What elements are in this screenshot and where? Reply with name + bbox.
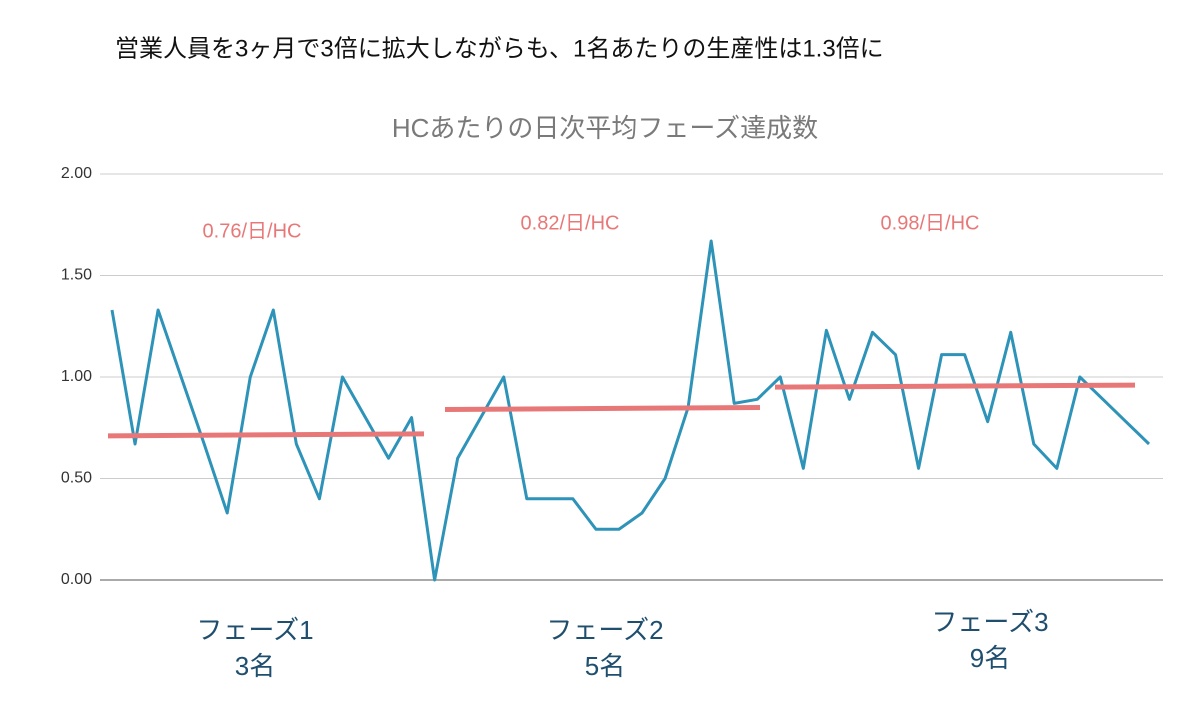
trend-line [107, 431, 425, 439]
rate-label: 0.76/日/HC [203, 220, 302, 242]
y-tick-label: 2.00 [61, 165, 92, 182]
rate-label: 0.82/日/HC [521, 212, 620, 234]
y-tick-label: 0.00 [61, 571, 92, 588]
chart-title: HCあたりの日次平均フェーズ達成数 [392, 113, 818, 143]
phase-name: フェーズ2 [546, 615, 663, 645]
phase-headcount: 3名 [235, 651, 275, 681]
y-tick-label: 1.00 [61, 368, 92, 385]
y-tick-label: 0.50 [61, 470, 92, 487]
phase-headcount: 9名 [970, 643, 1010, 673]
y-tick-label: 1.50 [61, 267, 92, 284]
headline: 営業人員を3ヶ月で3倍に拡大しながらも、1名あたりの生産性は1.3倍に [115, 35, 884, 62]
phase-name: フェーズ1 [196, 615, 313, 645]
phase-name: フェーズ3 [931, 607, 1048, 637]
trend-line [774, 382, 1136, 390]
phase-headcount: 5名 [585, 651, 625, 681]
trend-line [444, 404, 761, 412]
rate-label: 0.98/日/HC [881, 212, 980, 234]
